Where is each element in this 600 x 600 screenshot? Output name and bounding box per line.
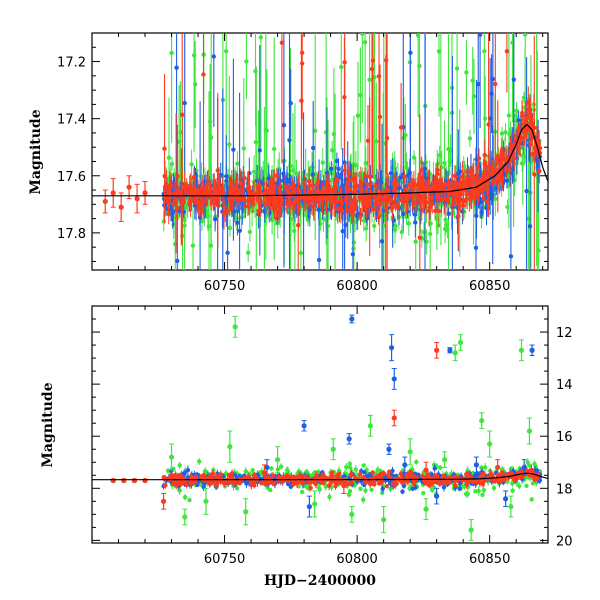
y-tick-label: 17.4: [57, 113, 86, 128]
y-tick-label: 12: [556, 326, 573, 341]
data-point: [349, 511, 355, 517]
data-point: [367, 423, 373, 429]
top-y-axis-label: Magnitude: [28, 109, 44, 194]
bot-series-0: [168, 315, 533, 541]
data-point: [508, 503, 514, 510]
x-tick-label: 60750: [204, 552, 245, 567]
data-point: [434, 493, 440, 499]
data-point: [442, 457, 448, 463]
data-point: [261, 470, 267, 476]
top-panel-ticks: 60750 60800 60850 17.2 17.4 17.6 17.8: [57, 32, 548, 294]
data-point: [168, 454, 175, 460]
bottom-panel: 60750 60800 60850 12 14 16 18 20 Magnitude HJD−…: [40, 305, 573, 589]
bottom-panel-frame: [91, 305, 549, 544]
data-point: [423, 467, 429, 473]
x-tick-label: 60800: [336, 552, 377, 567]
x-tick-label: 60750: [204, 279, 245, 294]
y-tick-label: 14: [556, 378, 573, 393]
data-point: [312, 501, 318, 507]
data-point: [402, 462, 408, 468]
y-tick-label: 18: [556, 482, 573, 497]
data-point: [349, 316, 355, 322]
data-point: [330, 446, 336, 452]
data-point: [118, 204, 124, 210]
data-point: [134, 196, 140, 202]
data-point: [487, 441, 493, 447]
data-point: [495, 464, 501, 471]
data-point: [126, 184, 132, 190]
bottom-panel-ticks: 60750 60800 60850 12 14 16 18 20: [91, 306, 573, 567]
data-point: [381, 516, 387, 523]
bot-series-2: [110, 341, 501, 510]
data-point: [386, 446, 392, 452]
data-point: [110, 190, 116, 196]
data-point: [479, 417, 485, 424]
data-point: [160, 498, 167, 504]
top-panel-data: [92, 33, 548, 270]
data-point: [518, 347, 525, 353]
data-point: [388, 345, 395, 351]
data-point: [203, 498, 209, 504]
bot-plot-area: [92, 314, 548, 541]
data-point: [306, 503, 312, 510]
y-tick-label: 20: [556, 534, 573, 549]
data-point: [110, 477, 116, 484]
data-point: [301, 423, 307, 429]
data-point: [529, 347, 535, 353]
x-axis-label: HJD−2400000: [264, 573, 376, 589]
x-tick-label: 60850: [469, 552, 510, 567]
data-point: [243, 509, 249, 515]
data-point: [452, 350, 458, 356]
data-point: [502, 496, 509, 502]
data-point: [391, 415, 397, 421]
y-tick-label: 17.6: [57, 170, 86, 185]
data-point: [468, 527, 474, 533]
top-cloud-red: [162, 33, 543, 270]
data-point: [102, 198, 108, 205]
data-point: [264, 464, 270, 471]
data-point: [423, 506, 429, 512]
data-point: [521, 464, 527, 471]
data-point: [227, 444, 233, 450]
bottom-y-axis-label: Magnitude: [40, 382, 56, 467]
bot-series-1: [264, 314, 535, 518]
data-point: [142, 190, 148, 196]
y-tick-label: 16: [556, 430, 573, 445]
data-point: [274, 457, 281, 463]
data-point: [434, 347, 440, 353]
data-point: [131, 477, 138, 484]
data-point: [473, 462, 480, 468]
top-panel: 60750 60800 60850 17.2 17.4 17.6 17.8 Magnitud…: [28, 32, 549, 294]
y-tick-label: 17.2: [57, 56, 86, 71]
data-point: [232, 324, 238, 330]
top-panel-frame: [91, 32, 549, 271]
data-point: [142, 477, 148, 484]
model-curve: [92, 123, 548, 197]
x-tick-label: 60800: [336, 279, 377, 294]
data-point: [407, 449, 413, 455]
bottom-panel-data: [92, 314, 548, 541]
data-point: [182, 514, 188, 520]
x-tick-label: 60850: [469, 279, 510, 294]
top-plot-area: [92, 33, 548, 270]
model-curve: [92, 472, 548, 481]
data-point: [457, 339, 464, 346]
y-tick-label: 17.8: [57, 227, 86, 242]
data-point: [526, 428, 533, 434]
data-point: [121, 477, 127, 484]
data-point: [447, 347, 453, 353]
top-series-0: [102, 175, 148, 222]
data-point: [391, 376, 397, 382]
data-point: [346, 436, 352, 442]
data-point: [341, 483, 347, 489]
